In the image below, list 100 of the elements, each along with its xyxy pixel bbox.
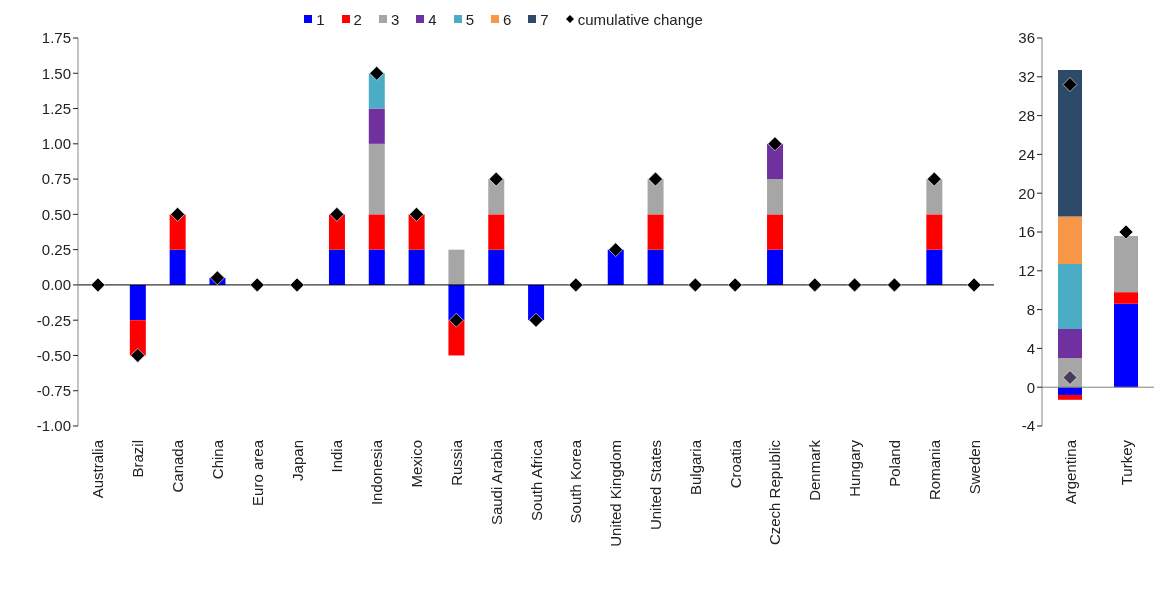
point — [688, 277, 703, 293]
point — [926, 171, 942, 187]
legend-label: cumulative change — [577, 10, 703, 28]
x-tick-label: Indonesia — [368, 439, 386, 506]
bar — [767, 214, 784, 250]
bar — [368, 108, 385, 144]
y-tick-label: -0.25 — [36, 311, 71, 329]
x-tick-label: China — [208, 439, 226, 480]
y-tick-label: 32 — [1018, 68, 1035, 86]
point — [329, 207, 345, 222]
y-tick-label: -1.00 — [36, 417, 71, 435]
y-tick-label: 0.75 — [41, 170, 71, 188]
point — [528, 312, 544, 328]
point — [887, 277, 902, 293]
point — [170, 207, 185, 222]
bar — [368, 249, 385, 285]
point — [568, 277, 584, 293]
y-tick-label: -0.50 — [36, 346, 71, 364]
x-tick-label: Brazil — [129, 440, 147, 478]
y-tick-label: 1.50 — [41, 64, 71, 82]
bar — [1114, 303, 1138, 388]
bar — [767, 249, 784, 285]
point — [90, 277, 106, 293]
y-tick-label: -4 — [1021, 417, 1035, 435]
legend-label: 4 — [428, 10, 437, 28]
x-tick-label: South Africa — [527, 439, 545, 521]
point — [369, 65, 384, 81]
bar — [368, 143, 385, 215]
bar — [1058, 394, 1082, 400]
bar — [1058, 329, 1082, 359]
y-tick-label: 20 — [1018, 184, 1035, 202]
x-tick-label: Argentina — [1061, 439, 1079, 505]
point — [1118, 224, 1134, 240]
x-tick-label: Russia — [447, 439, 465, 486]
bar — [926, 249, 943, 285]
legend-label: 6 — [502, 10, 512, 28]
bar — [129, 284, 146, 321]
y-tick-label: 1.25 — [41, 99, 71, 117]
point — [1062, 77, 1078, 92]
x-tick-label: Poland — [885, 440, 903, 487]
bar — [647, 249, 664, 285]
point — [488, 171, 504, 187]
y-tick-label: 24 — [1018, 145, 1035, 163]
y-tick-label: 1.00 — [41, 135, 71, 153]
bar — [488, 249, 505, 285]
y-tick-label: -0.75 — [36, 382, 71, 400]
bar — [368, 214, 385, 250]
y-tick-label: 0.50 — [41, 205, 71, 223]
point — [130, 348, 146, 363]
x-tick-label: Croatia — [726, 439, 744, 489]
y-tick-label: 0.25 — [41, 240, 71, 258]
legend-label: 2 — [353, 10, 362, 28]
bar — [926, 214, 943, 250]
point — [727, 277, 743, 293]
y-tick-label: 4 — [1026, 339, 1035, 357]
point — [767, 136, 783, 152]
point — [449, 312, 464, 328]
legend-label: 1 — [316, 10, 325, 28]
point — [966, 277, 982, 293]
bar — [1058, 70, 1082, 217]
legend-label: 7 — [540, 10, 549, 28]
x-tick-label: Mexico — [408, 440, 426, 488]
point — [210, 270, 225, 286]
y-tick-label: 1.75 — [41, 29, 71, 47]
x-tick-label: United Kingdom — [607, 440, 625, 547]
bar — [448, 249, 465, 285]
y-tick-label: 36 — [1018, 29, 1035, 47]
y-tick-label: 0 — [1026, 378, 1035, 396]
y-tick-label: 16 — [1018, 223, 1035, 241]
x-tick-label: Romania — [925, 439, 943, 501]
point — [807, 277, 823, 293]
bar — [1058, 264, 1082, 329]
bar — [1114, 235, 1138, 293]
y-tick-label: 8 — [1026, 300, 1035, 318]
bar — [767, 179, 784, 215]
x-tick-label: Hungary — [846, 439, 864, 497]
x-tick-label: United States — [646, 440, 664, 531]
x-tick-label: Bulgaria — [686, 439, 704, 496]
bar — [408, 249, 425, 285]
point — [608, 242, 623, 257]
point — [289, 277, 305, 293]
point — [847, 277, 862, 293]
x-tick-label: Turkey — [1117, 439, 1135, 486]
point — [648, 171, 663, 187]
point — [409, 207, 424, 222]
x-tick-label: Czech Republic — [766, 439, 784, 546]
bar — [1114, 292, 1138, 304]
bar — [1058, 216, 1082, 265]
point — [249, 277, 265, 293]
bar — [169, 249, 186, 285]
y-tick-label: 12 — [1018, 262, 1035, 280]
x-tick-label: Canada — [169, 439, 187, 493]
y-tick-label: 28 — [1018, 106, 1035, 124]
legend-label: 5 — [465, 10, 474, 28]
x-tick-label: South Korea — [567, 439, 585, 524]
x-tick-label: India — [328, 439, 346, 473]
bar — [488, 214, 505, 250]
x-tick-label: Japan — [288, 440, 306, 481]
x-tick-label: Euro area — [248, 439, 266, 506]
x-tick-label: Denmark — [806, 439, 824, 501]
